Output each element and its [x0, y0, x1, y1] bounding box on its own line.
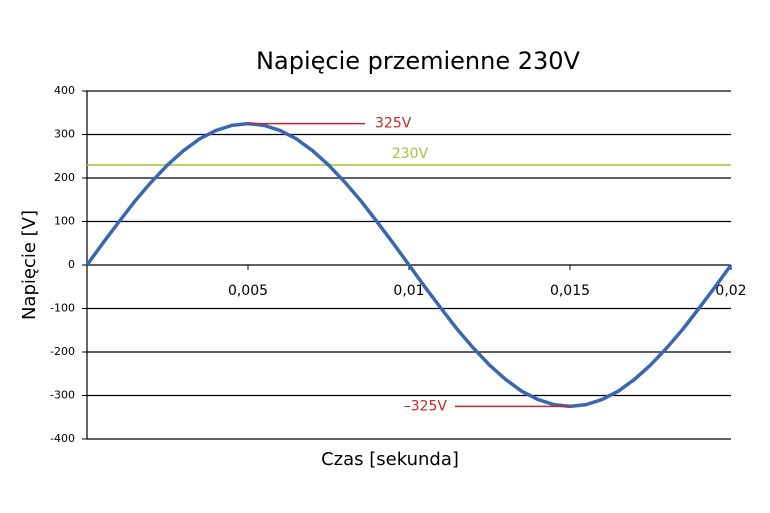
annotation-label: –325V — [404, 398, 448, 414]
x-tick-label: 0,015 — [550, 283, 590, 299]
y-tick-label: 0 — [68, 258, 75, 271]
y-tick-label: 400 — [54, 84, 75, 97]
series-line — [85, 121, 733, 409]
x-tick-label: 0,01 — [393, 283, 424, 299]
x-tick-label: 0,02 — [715, 283, 746, 299]
y-tick-label: -400 — [50, 432, 75, 445]
x-tick-label: 0,005 — [228, 283, 268, 299]
y-axis-title: Napięcie [V] — [19, 210, 40, 320]
y-tick-label: 200 — [54, 171, 75, 184]
reference-label: 230V — [392, 146, 429, 162]
x-axis-title: Czas [sekunda] — [321, 449, 459, 470]
annotation-label: 325V — [375, 116, 412, 132]
chart-title: Napięcie przemienne 230V — [256, 47, 580, 75]
y-tick-label: 100 — [54, 215, 75, 228]
y-tick-label: -300 — [50, 389, 75, 402]
y-tick-label: -100 — [50, 302, 75, 315]
y-tick-label: 300 — [54, 128, 75, 141]
y-tick-label: -200 — [50, 345, 75, 358]
